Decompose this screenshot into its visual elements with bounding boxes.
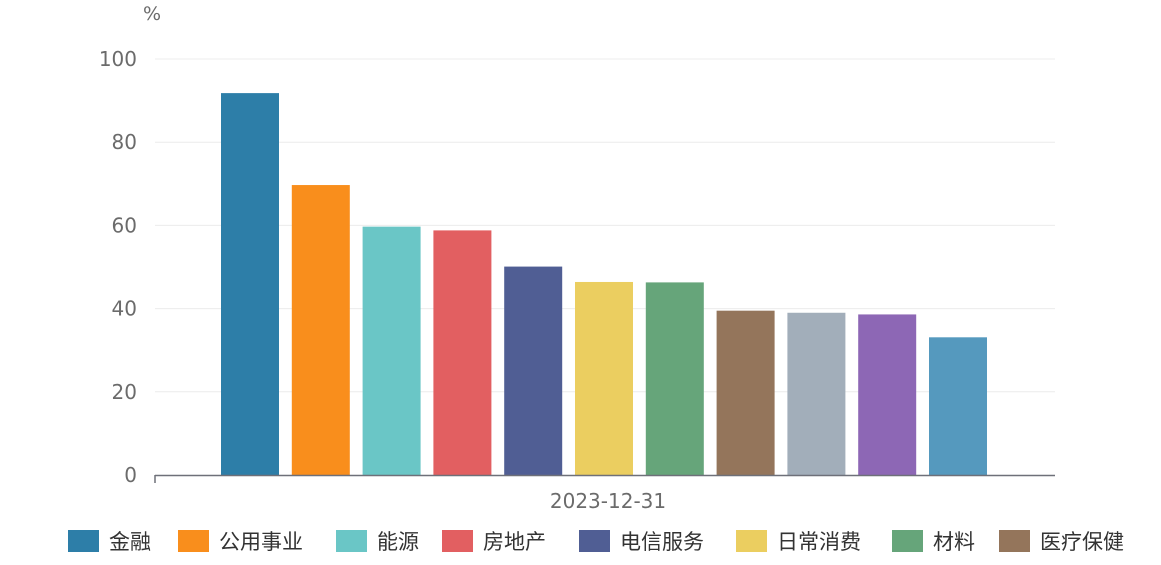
legend-label: 电信服务 xyxy=(620,530,704,554)
legend-label: 金融 xyxy=(109,530,151,554)
bars xyxy=(221,93,987,475)
legend-label: 公用事业 xyxy=(219,530,303,554)
bar[interactable] xyxy=(787,312,846,475)
legend-label: 医疗保健 xyxy=(1040,530,1124,554)
legend-swatch xyxy=(178,530,209,552)
legend-item[interactable]: 医疗保健 xyxy=(999,530,1124,554)
y-tick-label: 80 xyxy=(112,130,137,154)
y-tick-label: 20 xyxy=(112,380,137,404)
legend-label: 房地产 xyxy=(483,530,546,554)
legend-swatch xyxy=(892,530,923,552)
legend-item[interactable]: 金融 xyxy=(68,530,151,554)
legend-label: 能源 xyxy=(377,530,419,554)
bar[interactable] xyxy=(221,93,279,475)
legend-item[interactable]: 电信服务 xyxy=(579,530,704,554)
legend-item[interactable]: 房地产 xyxy=(442,530,546,554)
y-tick-label: 100 xyxy=(99,47,137,71)
y-axis-unit-label: % xyxy=(143,3,161,25)
bar[interactable] xyxy=(504,266,563,475)
legend[interactable]: 金融 公用事业 能源 房地产 电信服务 日常消费 材料 医疗保健 xyxy=(68,530,1124,554)
bar[interactable] xyxy=(575,281,633,475)
legend-swatch xyxy=(68,530,99,552)
legend-item[interactable]: 日常消费 xyxy=(736,530,861,554)
bar[interactable] xyxy=(858,314,917,475)
legend-label: 日常消费 xyxy=(777,530,861,554)
bar[interactable] xyxy=(645,282,704,475)
y-tick-label: 60 xyxy=(112,213,137,237)
legend-item[interactable]: 公用事业 xyxy=(178,530,303,554)
legend-item[interactable]: 能源 xyxy=(336,530,419,554)
x-axis-tick-label: 2023-12-31 xyxy=(550,489,666,513)
bar[interactable] xyxy=(291,185,350,475)
bar[interactable] xyxy=(929,337,987,475)
legend-label: 材料 xyxy=(933,530,975,554)
y-tick-label: 0 xyxy=(124,463,137,487)
legend-swatch xyxy=(336,530,367,552)
legend-swatch xyxy=(736,530,767,552)
y-tick-label: 40 xyxy=(112,297,137,321)
y-axis-tick-labels: 0 20 40 60 80 100 xyxy=(99,47,137,487)
bar[interactable] xyxy=(716,310,775,475)
bar[interactable] xyxy=(433,230,492,475)
legend-swatch xyxy=(579,530,610,552)
bar[interactable] xyxy=(362,226,421,475)
legend-swatch xyxy=(999,530,1030,552)
legend-item[interactable]: 材料 xyxy=(892,530,975,554)
legend-swatch xyxy=(442,530,473,552)
